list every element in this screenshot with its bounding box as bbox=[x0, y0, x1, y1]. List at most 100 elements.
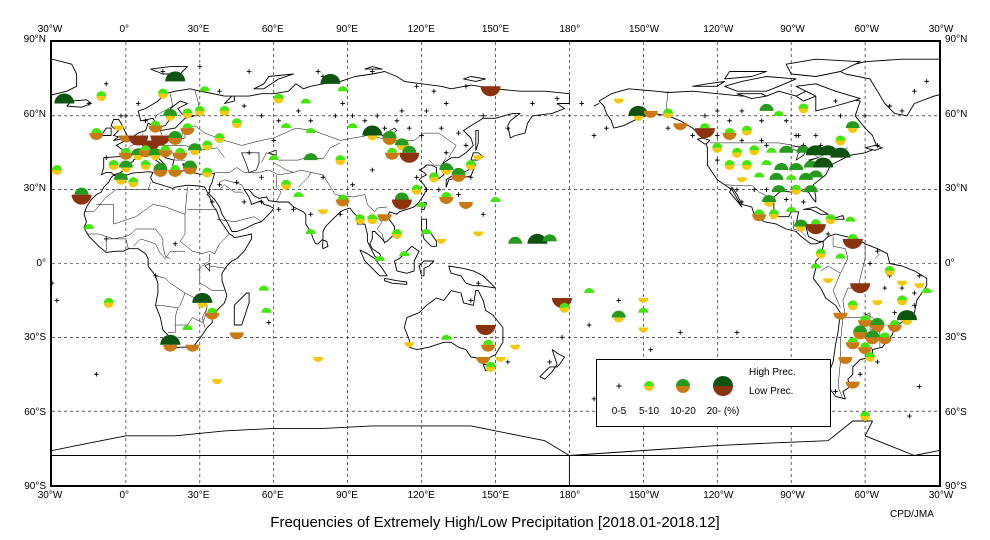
station-marker-high-half bbox=[897, 295, 908, 301]
station-plus-marker bbox=[882, 285, 888, 291]
station-marker-low-half bbox=[173, 152, 188, 160]
station-marker-low-half bbox=[724, 165, 735, 171]
country-border bbox=[261, 142, 341, 163]
station-marker-low-half bbox=[428, 177, 439, 183]
station-marker-high-half bbox=[835, 253, 846, 259]
station-plus-marker bbox=[714, 133, 720, 138]
station-plus-marker bbox=[350, 182, 355, 188]
country-border bbox=[724, 184, 775, 200]
station-marker-low-half bbox=[768, 214, 779, 220]
station-marker-low-half bbox=[481, 344, 496, 352]
station-marker-low-half bbox=[825, 219, 836, 225]
station-marker-high-half bbox=[749, 145, 760, 151]
land-polygon bbox=[322, 239, 329, 250]
station-marker-low-half bbox=[231, 123, 242, 129]
lon-label-top-7: 180° bbox=[559, 24, 581, 35]
station-plus-marker bbox=[759, 118, 764, 124]
station-marker-low-half bbox=[214, 137, 225, 143]
country-border bbox=[84, 182, 151, 213]
station-marker-high-half bbox=[140, 160, 151, 166]
station-marker-high-half bbox=[896, 310, 917, 321]
station-marker-low-half bbox=[335, 199, 350, 207]
station-plus-marker bbox=[547, 359, 553, 365]
station-plus-marker bbox=[783, 118, 789, 124]
country-border bbox=[212, 184, 245, 195]
lon-label-bottom-7: 180° bbox=[559, 490, 581, 501]
station-plus-marker bbox=[320, 175, 326, 180]
lon-label-top-4: 90°E bbox=[336, 24, 358, 35]
station-marker-high-half bbox=[268, 155, 279, 161]
station-plus-marker bbox=[833, 98, 838, 104]
map-area: 0-5 5-10 10-20 20- (%) High Prec. Low Pr… bbox=[50, 40, 941, 487]
station-marker-high-half bbox=[182, 108, 193, 114]
station-marker-high-half bbox=[845, 216, 856, 222]
station-plus-marker bbox=[690, 133, 695, 138]
station-marker-high-half bbox=[810, 219, 821, 225]
station-marker-high-half bbox=[192, 292, 213, 303]
station-plus-marker bbox=[463, 143, 469, 148]
station-plus-marker bbox=[443, 101, 449, 106]
station-plus-marker bbox=[899, 108, 905, 114]
station-marker-low-half bbox=[901, 320, 912, 326]
station-marker-low-half bbox=[185, 344, 200, 352]
country-border bbox=[820, 265, 841, 308]
station-marker-high-half bbox=[160, 334, 181, 345]
station-marker-low-half bbox=[865, 357, 876, 363]
station-plus-marker bbox=[241, 199, 247, 205]
station-marker-high-half bbox=[219, 105, 230, 111]
station-marker-low-half bbox=[473, 231, 484, 237]
station-marker-high-half bbox=[865, 352, 876, 358]
station-marker-low-half bbox=[662, 113, 673, 119]
station-marker-low-half bbox=[870, 325, 885, 333]
station-marker-low-half bbox=[212, 379, 223, 385]
station-marker-low-half bbox=[281, 184, 292, 190]
land-polygon bbox=[864, 144, 883, 151]
lat-label-right-4: 30°S bbox=[945, 332, 967, 343]
lat-label-right-5: 60°S bbox=[945, 406, 967, 418]
station-plus-marker bbox=[862, 113, 868, 119]
lat-label-left-4: 30°S bbox=[24, 332, 46, 343]
station-marker-low-half bbox=[103, 302, 114, 308]
land-polygon bbox=[384, 277, 408, 285]
station-marker-low-half bbox=[872, 300, 883, 306]
land-polygon bbox=[364, 66, 383, 70]
station-marker-high-half bbox=[394, 138, 409, 146]
station-marker-high-half bbox=[108, 160, 119, 166]
lon-label-top-8: 150°W bbox=[628, 24, 660, 35]
station-marker-low-half bbox=[441, 169, 452, 175]
country-border bbox=[155, 93, 173, 119]
station-plus-marker bbox=[362, 118, 368, 124]
station-marker-high-half bbox=[761, 194, 776, 202]
station-plus-marker bbox=[337, 211, 343, 217]
land-polygon bbox=[724, 71, 767, 80]
country-border bbox=[209, 265, 227, 269]
station-plus-marker bbox=[143, 118, 148, 124]
station-plus-marker bbox=[616, 298, 621, 303]
station-marker-high-half bbox=[261, 307, 272, 313]
station-marker-high-half bbox=[485, 361, 496, 367]
station-marker-low-half bbox=[113, 125, 124, 131]
station-plus-marker bbox=[604, 125, 609, 131]
station-marker-low-half bbox=[133, 155, 144, 161]
station-plus-marker bbox=[463, 84, 469, 89]
station-plus-marker bbox=[438, 125, 444, 131]
legend-plus-symbol bbox=[616, 383, 622, 389]
station-marker-low-half bbox=[189, 150, 200, 156]
station-plus-marker bbox=[333, 113, 338, 119]
station-marker-high-half bbox=[194, 105, 205, 111]
legend-symbol-20-plus-low-half bbox=[713, 386, 733, 396]
station-plus-marker bbox=[559, 335, 565, 340]
land-polygon bbox=[475, 130, 479, 151]
station-marker-low-half bbox=[763, 201, 774, 207]
station-plus-marker bbox=[443, 150, 449, 156]
station-marker-low-half bbox=[850, 283, 871, 294]
station-marker-high-half bbox=[347, 123, 358, 129]
station-plus-marker bbox=[308, 211, 314, 217]
station-marker-low-half bbox=[391, 199, 412, 210]
station-marker-low-half bbox=[157, 93, 168, 99]
station-marker-high-half bbox=[74, 187, 89, 195]
station-marker-high-half bbox=[337, 194, 348, 200]
station-marker-high-half bbox=[628, 105, 649, 116]
lon-label-bottom-1: 0° bbox=[119, 490, 130, 501]
